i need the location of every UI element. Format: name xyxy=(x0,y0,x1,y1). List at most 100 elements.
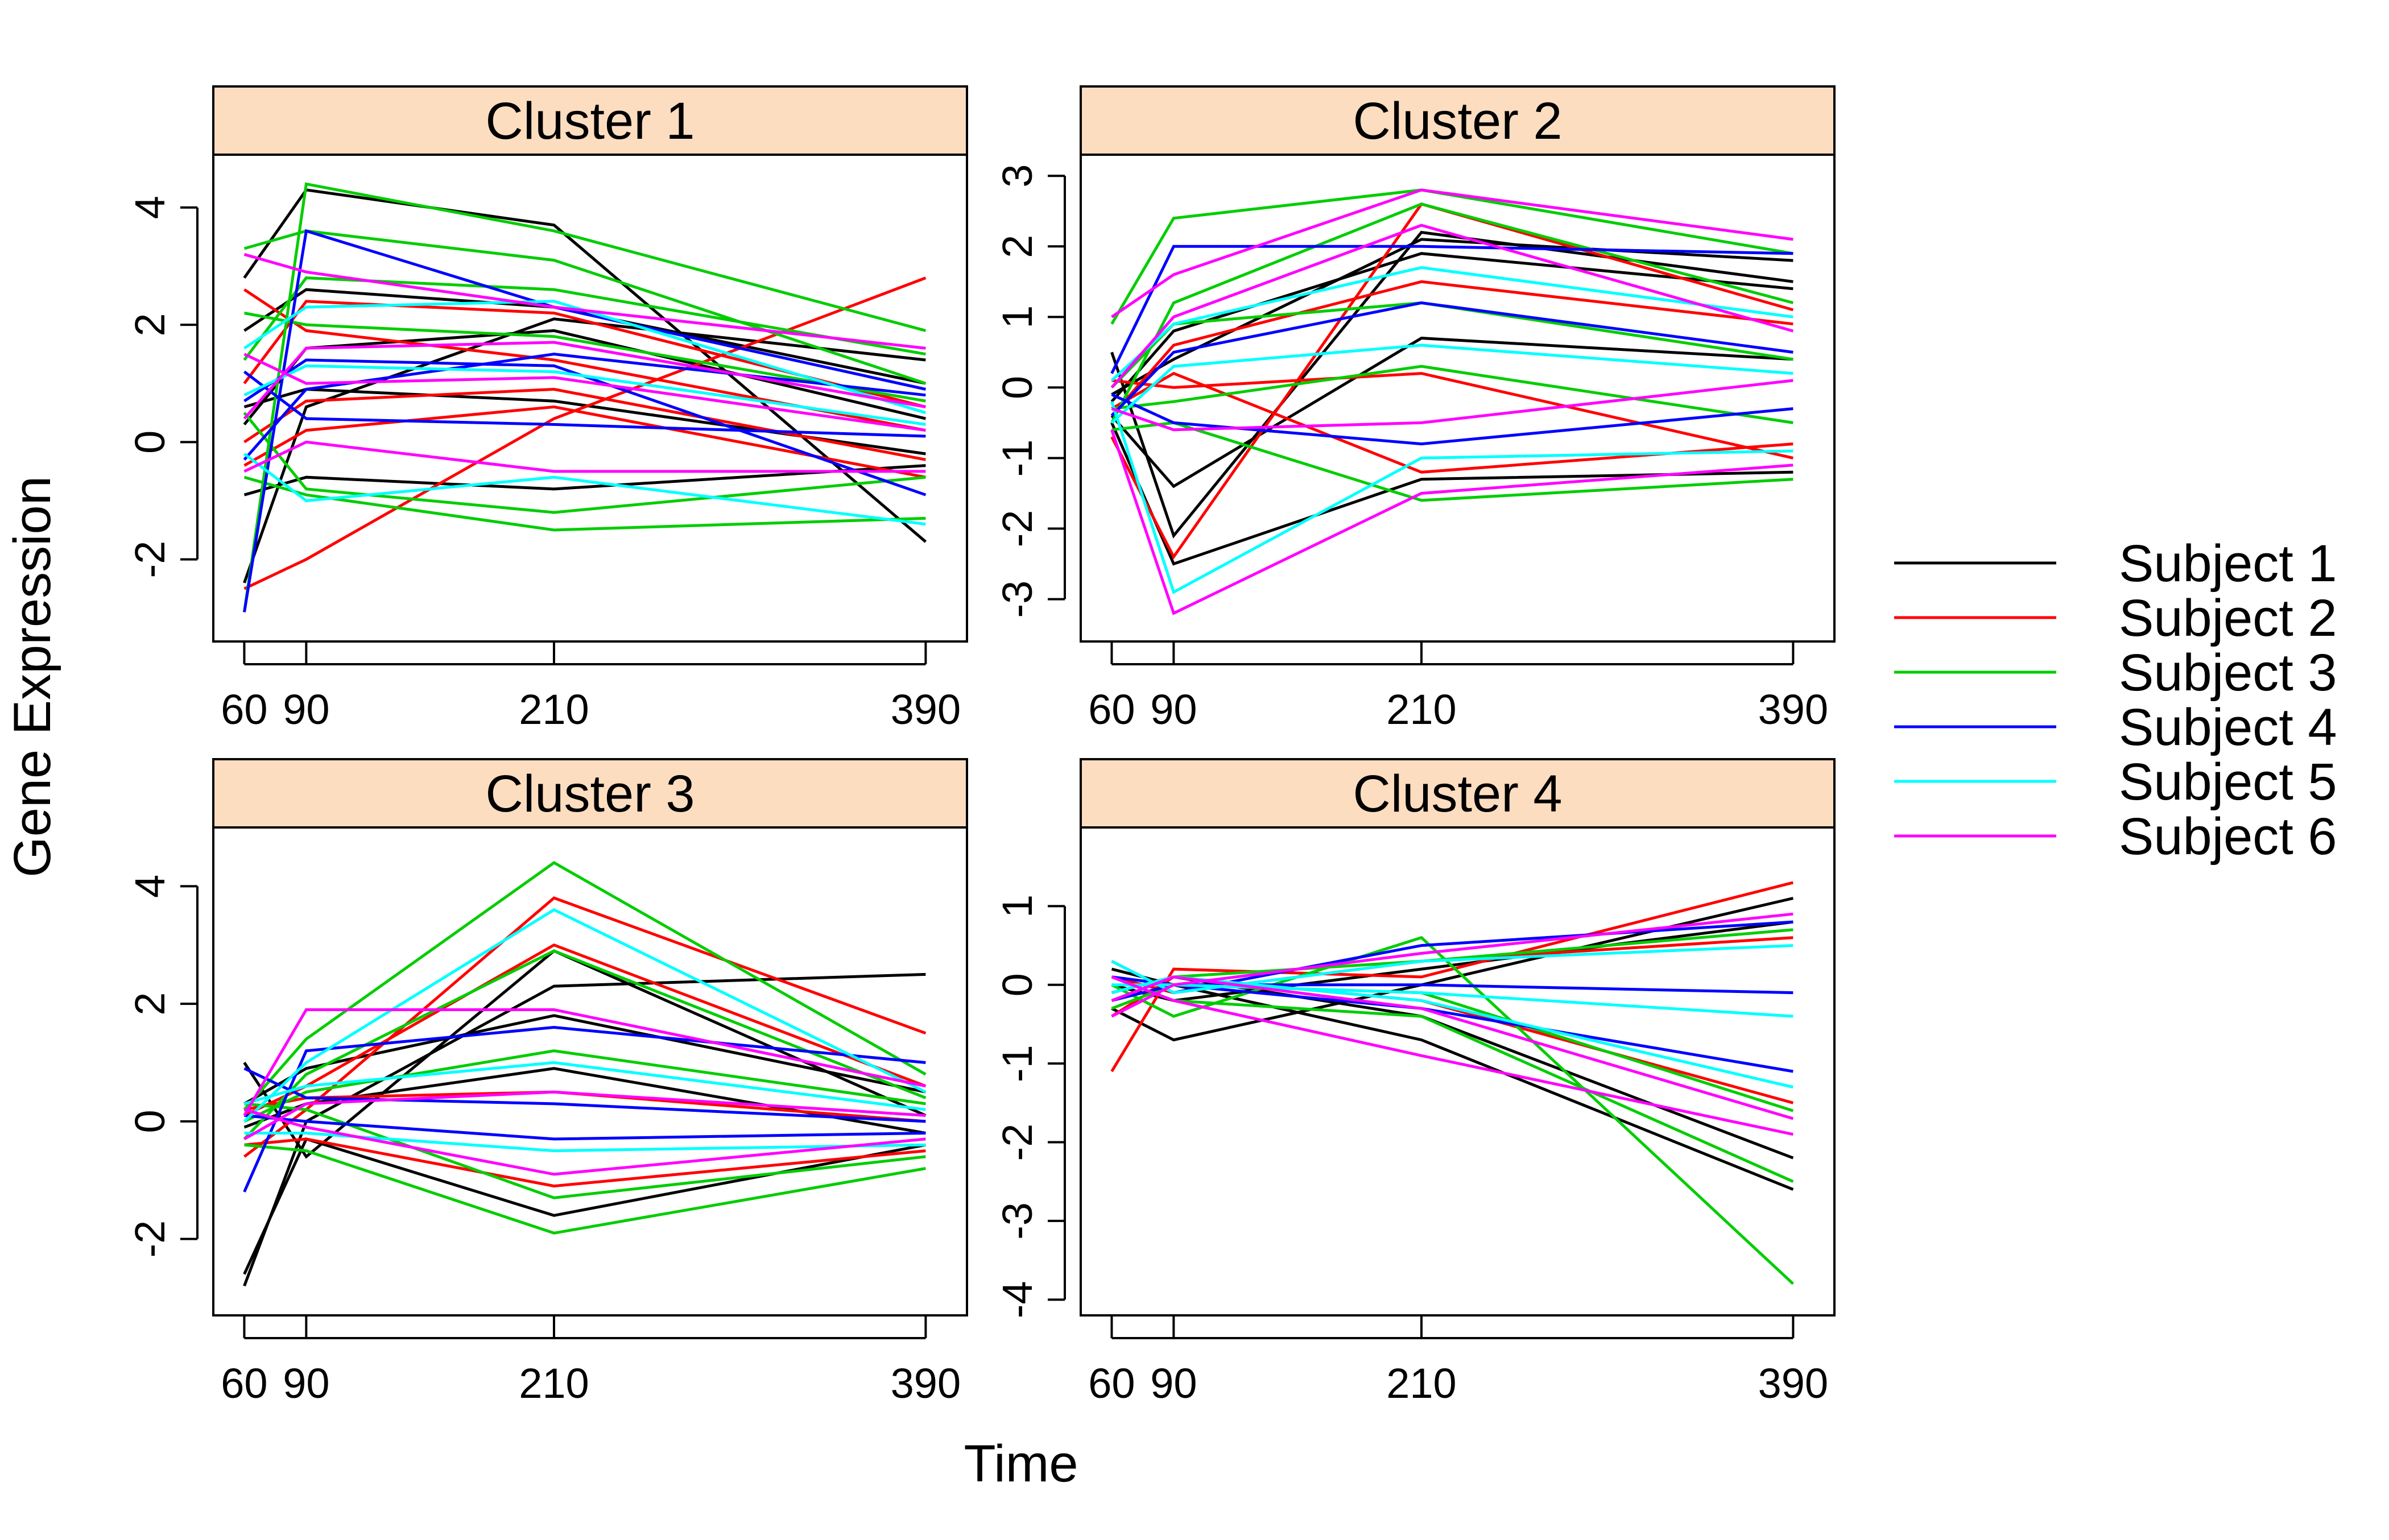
y-tick-label: 2 xyxy=(126,313,173,337)
series-group xyxy=(243,182,927,612)
series-line-subject-6 xyxy=(1110,223,1794,389)
series-line-subject-4 xyxy=(243,370,926,438)
series-group xyxy=(1110,881,1795,1285)
y-tick-label: -3 xyxy=(994,1202,1041,1240)
series-line-subject-5 xyxy=(243,300,927,415)
x-tick-label: 90 xyxy=(283,1360,329,1407)
x-tick-label: 90 xyxy=(1150,686,1197,733)
y-tick-label: -2 xyxy=(994,1124,1041,1161)
x-tick-label: 60 xyxy=(221,1360,267,1407)
legend-entry-subject-4: Subject 4 xyxy=(1894,698,2337,756)
series-line-subject-5 xyxy=(244,1132,926,1153)
series-line-subject-3 xyxy=(243,412,926,514)
series-line-subject-4 xyxy=(1110,245,1793,374)
x-tick-label: 60 xyxy=(1088,686,1135,733)
y-tick-label: 0 xyxy=(994,376,1041,399)
series-line-subject-2 xyxy=(244,1090,926,1123)
series-line-subject-2 xyxy=(244,1137,926,1188)
series-line-subject-1 xyxy=(243,1137,926,1275)
series-line-subject-6 xyxy=(1111,188,1793,318)
x-tick-label: 210 xyxy=(1386,686,1456,733)
series-line-subject-5 xyxy=(1110,401,1793,594)
series-line-subject-1 xyxy=(243,949,927,1159)
legend-entry-subject-2: Subject 2 xyxy=(1894,589,2337,647)
x-tick-label: 210 xyxy=(1386,1360,1456,1407)
x-tick-label: 390 xyxy=(1758,686,1828,733)
series-line-subject-6 xyxy=(243,252,926,350)
series-line-subject-4 xyxy=(1111,393,1793,446)
series-line-subject-2 xyxy=(243,943,927,1117)
series-line-subject-3 xyxy=(243,182,927,612)
legend-label: Subject 5 xyxy=(2119,753,2337,811)
y-tick-label: 0 xyxy=(994,973,1041,996)
series-line-subject-6 xyxy=(243,1108,926,1176)
x-tick-label: 390 xyxy=(891,686,961,733)
series-line-subject-3 xyxy=(1111,365,1793,424)
series-line-subject-1 xyxy=(243,1067,926,1135)
series-line-subject-5 xyxy=(243,453,926,526)
y-tick-label: 4 xyxy=(126,875,173,898)
y-tick-label: 2 xyxy=(126,992,173,1016)
panel-title: Cluster 4 xyxy=(1353,765,1562,823)
panel-title: Cluster 3 xyxy=(485,765,695,823)
panel-2: Cluster 2 60 90 210 390 -3 -2 -1 0 1 2 3 xyxy=(994,85,1836,733)
series-line-subject-2 xyxy=(243,405,926,479)
panel-strip xyxy=(212,85,968,156)
x-axis-title: Time xyxy=(964,1435,1078,1493)
series-line-subject-6 xyxy=(243,341,926,420)
y-tick-label: 0 xyxy=(126,430,173,454)
x-tick-label: 210 xyxy=(519,686,589,733)
legend-label: Subject 1 xyxy=(2119,535,2337,593)
legend-label: Subject 2 xyxy=(2119,589,2337,647)
series-line-subject-1 xyxy=(243,1014,926,1106)
y-tick-label: 1 xyxy=(994,305,1041,329)
y-tick-label: 4 xyxy=(126,196,173,219)
series-line-subject-4 xyxy=(243,1067,926,1123)
y-axis-title: Gene Expression xyxy=(3,476,61,877)
legend-entry-subject-1: Subject 1 xyxy=(1894,535,2337,593)
series-line-subject-1 xyxy=(1110,337,1793,489)
series-line-subject-2 xyxy=(1111,371,1793,474)
panel-4: Cluster 4 60 90 210 390 -4 -3 -2 -1 0 1 xyxy=(994,758,1836,1407)
series-line-subject-5 xyxy=(243,908,927,1123)
series-line-subject-4 xyxy=(1111,975,1793,1073)
series-line-subject-3 xyxy=(1111,421,1793,502)
series-line-subject-3 xyxy=(1110,188,1793,325)
series-line-subject-6 xyxy=(243,1090,926,1141)
plot-frame xyxy=(212,826,968,1317)
y-tick-label: -1 xyxy=(994,440,1041,477)
legend-label: Subject 3 xyxy=(2119,644,2337,702)
panel-3: Cluster 3 60 90 210 390 -2 0 2 4 xyxy=(126,758,968,1407)
series-line-subject-3 xyxy=(244,312,926,403)
panel-strip xyxy=(1080,758,1836,829)
series-group xyxy=(243,861,927,1287)
x-tick-label: 390 xyxy=(891,1360,961,1407)
panel-1: Cluster 1 60 90 210 390 -2 0 2 4 xyxy=(126,85,968,733)
series-line-subject-3 xyxy=(1110,202,1794,424)
series-line-subject-5 xyxy=(1111,975,1793,1089)
legend-entry-subject-3: Subject 3 xyxy=(1894,644,2337,702)
y-tick-label: 0 xyxy=(126,1110,173,1133)
legend-label: Subject 4 xyxy=(2119,698,2337,756)
series-line-subject-6 xyxy=(243,353,926,432)
y-tick-label: -3 xyxy=(994,581,1041,618)
legend-label: Subject 6 xyxy=(2119,808,2337,866)
legend-entry-subject-5: Subject 5 xyxy=(1894,753,2337,811)
series-line-subject-3 xyxy=(243,475,926,532)
series-line-subject-6 xyxy=(243,440,926,473)
series-line-subject-6 xyxy=(1111,975,1794,1120)
y-tick-label: 1 xyxy=(994,895,1041,918)
series-line-subject-5 xyxy=(243,1061,926,1111)
y-tick-label: -2 xyxy=(126,1220,173,1258)
panel-title: Cluster 1 xyxy=(485,92,695,150)
series-line-subject-3 xyxy=(244,1143,926,1235)
series-line-subject-5 xyxy=(1111,944,1793,995)
y-tick-label: -4 xyxy=(994,1281,1041,1318)
series-line-subject-2 xyxy=(1110,881,1794,1073)
y-tick-label: -2 xyxy=(994,510,1041,548)
y-tick-label: -2 xyxy=(126,541,173,578)
y-tick-label: -1 xyxy=(994,1045,1041,1082)
